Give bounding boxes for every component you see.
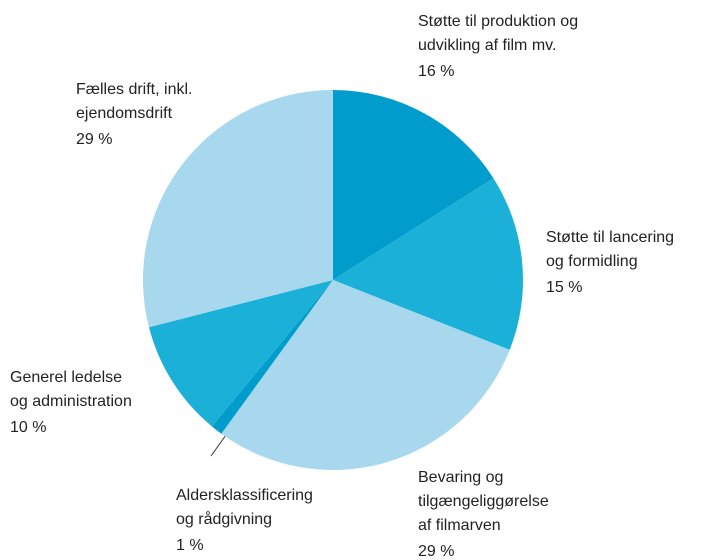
pie-slice [142,90,333,328]
value-label: 29 % [418,543,454,560]
slice-label: og rådgivning [176,510,272,528]
pie-slice [148,280,333,427]
slice-label: tilgængeliggørelse [418,493,549,510]
value-label: 1 % [176,537,204,554]
value-label: 29 % [76,131,112,148]
slice-label: af filmarven [418,517,501,534]
slice-label: Bevaring og [418,469,503,486]
pie-slice [211,280,333,434]
slice-label: Støtte til produktion og [418,13,578,30]
value-label: 10 % [10,419,46,436]
slice-label: Generel ledelse [10,369,122,386]
pie-slice [221,280,510,470]
slice-label: Fælles drift, inkl. [76,81,192,98]
slice-label: udvikling af film mv. [418,37,556,54]
slice-label: og administration [10,393,132,410]
slice-label: Aldersklassificering [176,487,313,504]
pie-slice [333,178,523,350]
slice-label: ejendomsdrift [76,105,173,122]
slice-label: og formidling [546,253,638,270]
value-label: 15 % [546,279,582,296]
value-label: 16 % [418,63,454,80]
slice-label: Støtte til lancering [546,229,674,246]
pie-slice [333,90,494,280]
